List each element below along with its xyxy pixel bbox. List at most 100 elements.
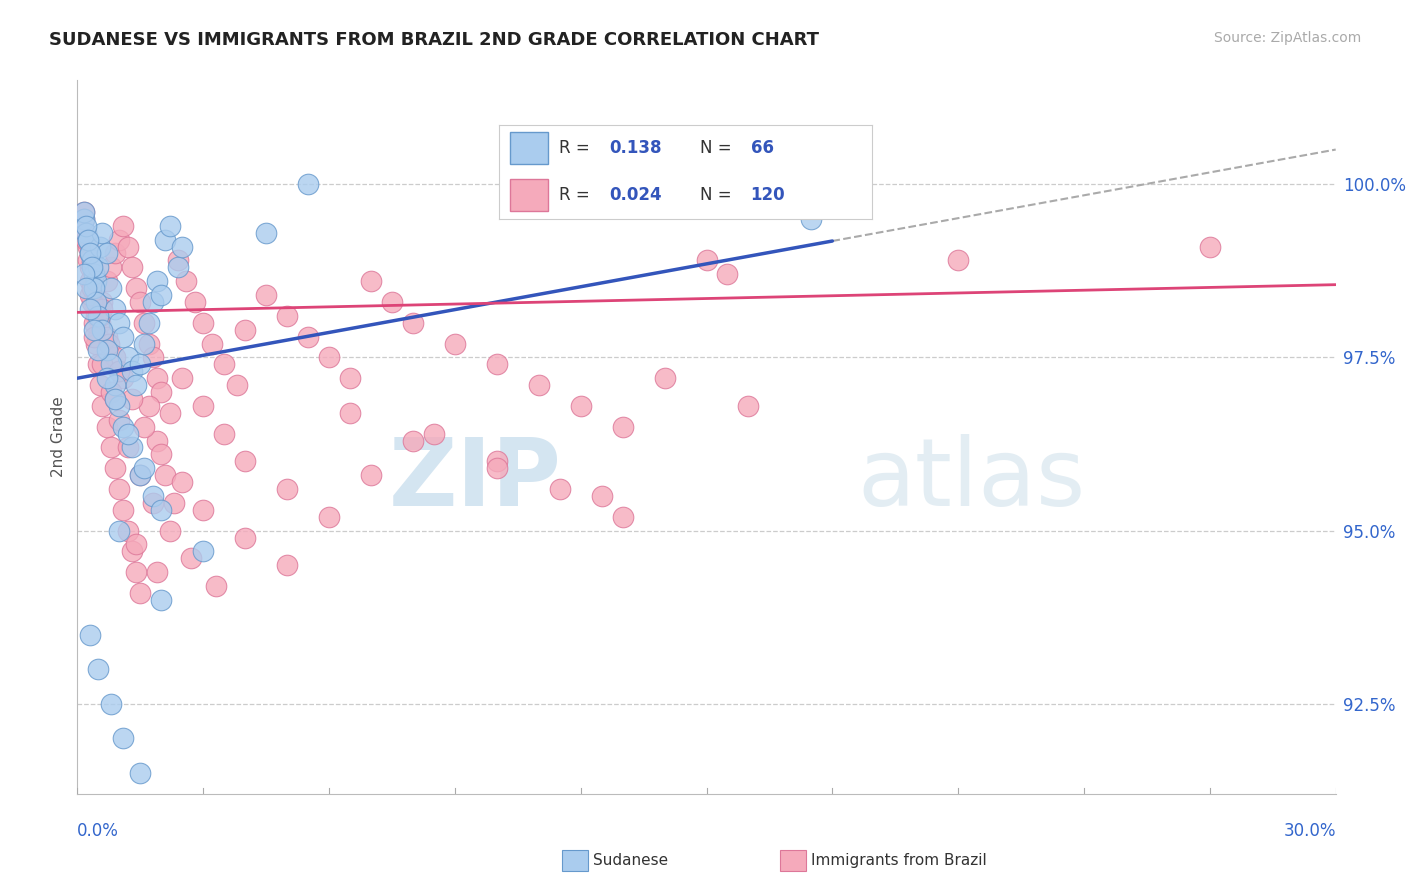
Point	[233, 531, 256, 545]
Point	[150, 593, 173, 607]
Point	[112, 219, 135, 233]
Point	[79, 246, 101, 260]
Point	[117, 426, 139, 441]
Point	[87, 260, 110, 275]
Point	[191, 503, 215, 517]
Point	[100, 357, 122, 371]
Point	[112, 419, 135, 434]
Point	[108, 413, 131, 427]
Text: 0.0%: 0.0%	[77, 822, 120, 839]
Point	[112, 731, 135, 746]
Point	[91, 399, 114, 413]
Point	[527, 378, 550, 392]
Point	[108, 399, 131, 413]
Point	[254, 288, 277, 302]
Text: R =: R =	[558, 186, 589, 204]
Point	[297, 329, 319, 343]
Point	[108, 233, 131, 247]
Point	[233, 323, 256, 337]
Point	[129, 295, 152, 310]
Point	[129, 357, 152, 371]
Point	[121, 260, 143, 275]
Point	[91, 357, 114, 371]
Point	[89, 378, 111, 392]
Point	[737, 399, 759, 413]
Point	[96, 329, 118, 343]
Point	[75, 281, 97, 295]
Point	[80, 281, 103, 295]
Point	[75, 226, 97, 240]
Point	[172, 239, 194, 253]
Point	[485, 454, 508, 468]
Text: 0.138: 0.138	[609, 139, 662, 157]
Point	[204, 579, 226, 593]
Point	[444, 336, 467, 351]
Point	[79, 246, 101, 260]
Point	[79, 627, 101, 641]
Point	[159, 219, 181, 233]
Point	[75, 226, 97, 240]
Point	[108, 364, 131, 378]
Point	[129, 586, 152, 600]
Point	[212, 426, 235, 441]
Point	[155, 468, 177, 483]
Point	[108, 316, 131, 330]
Point	[83, 295, 105, 310]
Point	[134, 336, 156, 351]
Point	[80, 274, 103, 288]
Point	[72, 211, 94, 226]
Point	[104, 351, 127, 365]
Point	[254, 226, 277, 240]
Point	[72, 205, 94, 219]
Point	[150, 503, 173, 517]
Y-axis label: 2nd Grade: 2nd Grade	[51, 397, 66, 477]
Point	[180, 551, 202, 566]
Point	[339, 406, 361, 420]
Point	[104, 378, 127, 392]
Point	[125, 281, 148, 295]
Point	[108, 524, 131, 538]
Point	[297, 178, 319, 192]
Point	[146, 565, 169, 579]
Point	[117, 351, 139, 365]
FancyBboxPatch shape	[510, 179, 547, 211]
Point	[121, 441, 143, 455]
Point	[318, 351, 340, 365]
Point	[233, 454, 256, 468]
Text: ZIP: ZIP	[389, 434, 562, 526]
Point	[402, 434, 425, 448]
Point	[87, 357, 110, 371]
Point	[948, 253, 970, 268]
Point	[276, 558, 298, 573]
Point	[125, 537, 148, 551]
Point	[76, 253, 98, 268]
Point	[339, 371, 361, 385]
Point	[191, 544, 215, 558]
Text: 0.024: 0.024	[609, 186, 662, 204]
Point	[276, 482, 298, 496]
Point	[276, 309, 298, 323]
Point	[83, 323, 105, 337]
Point	[1198, 239, 1220, 253]
Point	[146, 274, 169, 288]
Point	[79, 288, 101, 302]
Point	[91, 226, 114, 240]
Text: Sudanese: Sudanese	[593, 854, 668, 868]
Point	[696, 253, 718, 268]
Point	[121, 544, 143, 558]
Point	[142, 496, 165, 510]
Point	[83, 281, 105, 295]
Point	[97, 336, 120, 351]
Point	[96, 274, 118, 288]
Point	[72, 267, 94, 281]
Point	[96, 371, 118, 385]
Point	[117, 524, 139, 538]
Point	[360, 274, 382, 288]
Point	[142, 489, 165, 503]
Text: N =: N =	[700, 186, 733, 204]
Point	[87, 662, 110, 676]
Point	[76, 233, 98, 247]
Point	[654, 371, 676, 385]
Point	[548, 482, 571, 496]
Point	[612, 509, 634, 524]
